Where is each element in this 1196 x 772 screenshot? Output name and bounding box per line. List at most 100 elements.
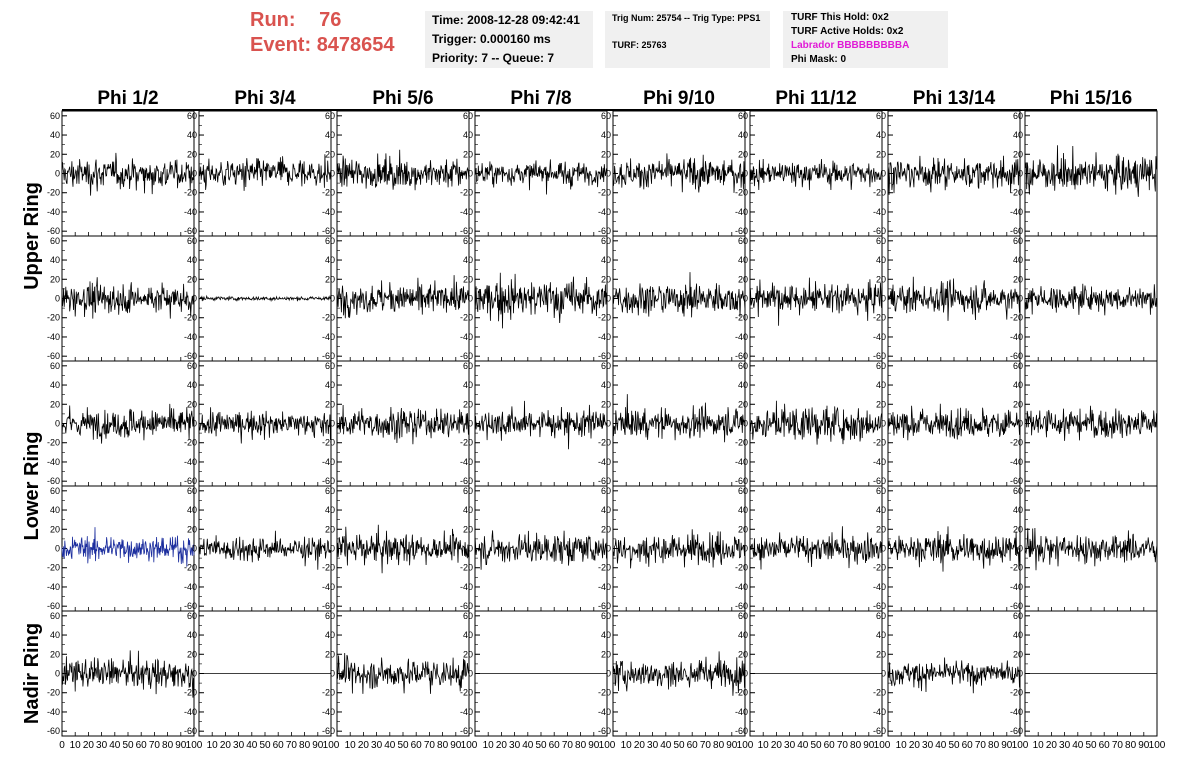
y-tick-label: -40: [460, 582, 473, 592]
y-tick-label: 20: [187, 524, 197, 534]
y-tick-label: 60: [50, 486, 60, 496]
y-tick-label: 40: [325, 630, 335, 640]
y-tick-label: -60: [873, 226, 886, 236]
y-tick-label: 60: [1013, 361, 1023, 371]
y-tick-label: -60: [184, 726, 197, 736]
y-tick-label: -40: [873, 457, 886, 467]
trig-num-text: Trig Num: 25754 -- Trig Type: PPS1: [612, 13, 761, 23]
time-info-box: Time: 2008-12-28 09:42:41 Trigger: 0.000…: [425, 11, 593, 68]
waveform-trace: [1024, 145, 1158, 197]
y-tick-label: 20: [1013, 524, 1023, 534]
x-tick-label: 80: [437, 740, 449, 751]
y-tick-label: -20: [184, 438, 197, 448]
x-tick-label: 60: [549, 740, 561, 751]
y-tick-label: 0: [192, 169, 197, 179]
y-tick-label: -60: [460, 226, 473, 236]
y-tick-label: -40: [460, 332, 473, 342]
waveform-trace: [198, 154, 332, 191]
row-group-label: Upper Ring: [21, 182, 43, 290]
y-tick-label: -40: [1010, 332, 1023, 342]
y-tick-label: 0: [192, 544, 197, 554]
y-tick-label: -40: [184, 207, 197, 217]
y-tick-label: 60: [325, 111, 335, 121]
y-tick-label: 40: [463, 130, 473, 140]
y-tick-label: 40: [876, 505, 886, 515]
x-tick-label: 90: [588, 740, 600, 751]
y-tick-label: -40: [873, 707, 886, 717]
y-tick-label: 20: [463, 649, 473, 659]
y-tick-label: 60: [187, 111, 197, 121]
y-tick-label: 60: [738, 111, 748, 121]
waveform-trace: [198, 530, 332, 570]
turf-text: TURF: 25763: [612, 40, 667, 50]
y-tick-label: 40: [50, 255, 60, 265]
y-tick-label: 0: [468, 669, 473, 679]
y-tick-label: -60: [873, 476, 886, 486]
y-tick-label: 40: [1013, 380, 1023, 390]
y-tick-label: -20: [47, 688, 60, 698]
y-tick-label: -60: [735, 226, 748, 236]
y-tick-label: 40: [325, 255, 335, 265]
y-tick-label: -20: [735, 438, 748, 448]
y-tick-label: 60: [738, 611, 748, 621]
y-tick-label: 20: [463, 149, 473, 159]
column-title: Phi 1/2: [97, 88, 158, 109]
waveform-trace: [336, 404, 470, 445]
y-tick-label: 60: [876, 236, 886, 246]
y-tick-label: 60: [601, 611, 611, 621]
column-title: Phi 11/12: [775, 88, 856, 109]
y-tick-label: 60: [463, 236, 473, 246]
x-tick-label: 20: [634, 740, 646, 751]
y-tick-label: 40: [876, 630, 886, 640]
y-tick-label: -20: [873, 313, 886, 323]
x-tick-label: 60: [687, 740, 699, 751]
y-tick-label: -40: [47, 457, 60, 467]
y-tick-label: -20: [322, 188, 335, 198]
x-tick-label: 20: [496, 740, 508, 751]
y-tick-label: -20: [322, 438, 335, 448]
y-tick-label: 60: [50, 611, 60, 621]
y-tick-label: -20: [735, 563, 748, 573]
y-tick-label: -60: [598, 351, 611, 361]
y-tick-label: 40: [463, 505, 473, 515]
y-tick-label: 40: [187, 255, 197, 265]
y-tick-label: 20: [50, 399, 60, 409]
y-tick-label: 20: [187, 649, 197, 659]
y-tick-label: -60: [47, 726, 60, 736]
y-tick-label: 0: [55, 669, 60, 679]
x-tick-label: 100: [599, 740, 616, 751]
waveform-trace: [474, 272, 608, 329]
x-tick-label: 10: [896, 740, 908, 751]
y-tick-label: 20: [187, 274, 197, 284]
y-tick-label: 60: [601, 486, 611, 496]
y-tick-label: 60: [1013, 111, 1023, 121]
panel-frame: [198, 485, 332, 612]
y-tick-label: 0: [55, 544, 60, 554]
x-tick-label: 50: [259, 740, 271, 751]
x-tick-label: 30: [96, 740, 108, 751]
y-tick-label: -60: [460, 726, 473, 736]
x-tick-label: 60: [411, 740, 423, 751]
y-tick-label: 0: [330, 419, 335, 429]
y-tick-label: -60: [1010, 726, 1023, 736]
y-tick-label: 40: [325, 380, 335, 390]
y-tick-label: -20: [735, 188, 748, 198]
x-tick-label: 80: [162, 740, 174, 751]
y-tick-label: 60: [325, 361, 335, 371]
y-tick-label: -40: [873, 207, 886, 217]
y-tick-label: -40: [460, 207, 473, 217]
x-tick-label: 40: [246, 740, 258, 751]
y-tick-label: -40: [735, 207, 748, 217]
x-tick-label: 100: [1012, 740, 1029, 751]
x-tick-label: 10: [758, 740, 770, 751]
y-tick-label: 0: [1018, 169, 1023, 179]
y-tick-label: 40: [187, 130, 197, 140]
y-tick-label: 60: [601, 111, 611, 121]
y-tick-label: 0: [881, 669, 886, 679]
y-tick-label: -40: [873, 332, 886, 342]
x-tick-label: 50: [948, 740, 960, 751]
y-tick-label: -60: [598, 601, 611, 611]
y-tick-label: -60: [322, 351, 335, 361]
x-tick-label: 50: [810, 740, 822, 751]
y-tick-label: 0: [192, 294, 197, 304]
